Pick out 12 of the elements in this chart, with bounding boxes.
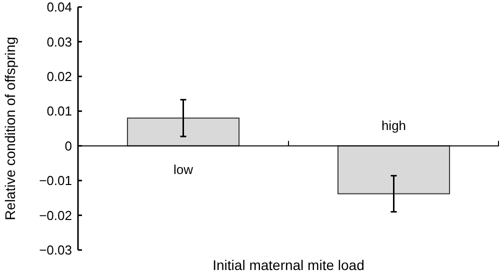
x-tick-label: high bbox=[381, 118, 406, 133]
y-tick-label: 0.02 bbox=[46, 68, 72, 84]
y-axis-title: Relative condition of offspring bbox=[2, 36, 18, 220]
y-tick-label: −0.02 bbox=[39, 208, 72, 223]
y-tick-label: −0.01 bbox=[39, 173, 72, 188]
y-tick-label: 0 bbox=[64, 138, 72, 154]
y-tick-label: 0.03 bbox=[46, 34, 72, 50]
y-tick-label: 0.04 bbox=[46, 0, 72, 15]
y-tick-label: −0.03 bbox=[39, 242, 72, 258]
x-tick-label: low bbox=[173, 162, 194, 177]
y-tick-label: 0.01 bbox=[46, 104, 72, 119]
x-axis-title: Initial maternal mite load bbox=[212, 257, 364, 273]
